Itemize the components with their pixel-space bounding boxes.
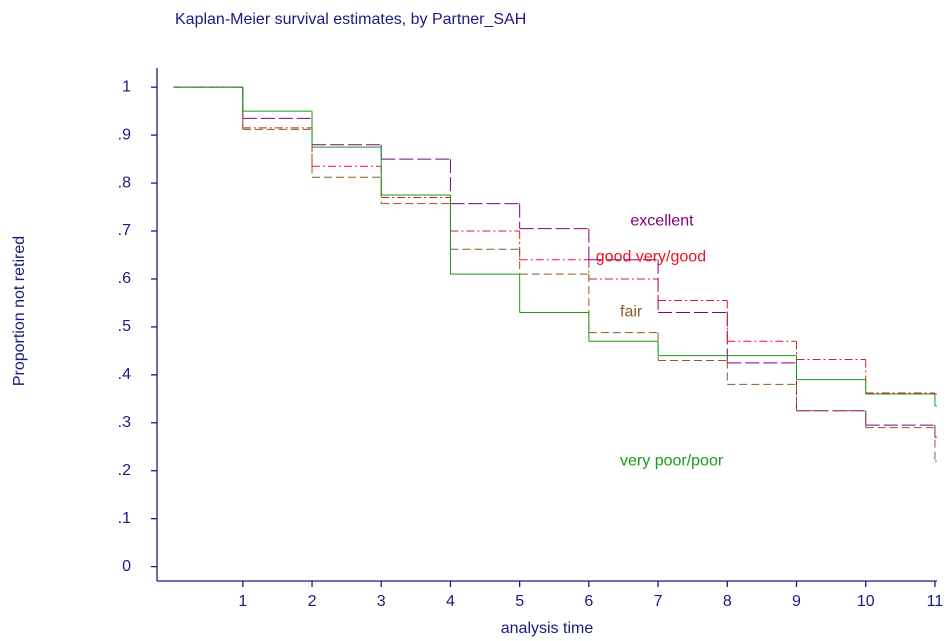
x-tick-label: 9: [792, 593, 801, 610]
x-tick-label: 2: [308, 593, 317, 610]
x-tick-label: 6: [584, 593, 593, 610]
series-label: good very/good: [596, 249, 706, 266]
x-tick-label: 7: [654, 593, 663, 610]
series-label: fair: [620, 304, 643, 321]
y-tick-label: .4: [118, 366, 131, 383]
x-tick-label: 10: [857, 593, 875, 610]
series-label: very poor/poor: [620, 452, 724, 469]
y-tick-label: .8: [118, 174, 131, 191]
y-tick-label: .5: [118, 318, 131, 335]
y-tick-label: .7: [118, 222, 131, 239]
x-axis-label: analysis time: [501, 620, 594, 637]
y-tick-label: .6: [118, 270, 131, 287]
y-axis-label: Proportion not retired: [11, 236, 28, 386]
x-tick-label: 1: [238, 593, 247, 610]
x-tick-label: 11: [927, 593, 944, 610]
x-tick-label: 8: [723, 593, 732, 610]
x-tick-label: 5: [515, 593, 524, 610]
x-tick-label: 4: [446, 593, 455, 610]
y-tick-label: .1: [118, 510, 131, 527]
y-tick-label: .9: [118, 126, 131, 143]
x-tick-label: 3: [377, 593, 386, 610]
y-tick-label: .3: [118, 414, 131, 431]
y-tick-label: 1: [122, 78, 131, 95]
chart-title: Kaplan-Meier survival estimates, by Part…: [175, 11, 526, 28]
y-tick-label: .2: [118, 462, 131, 479]
series-label: excellent: [630, 213, 694, 230]
y-tick-label: 0: [122, 558, 131, 575]
